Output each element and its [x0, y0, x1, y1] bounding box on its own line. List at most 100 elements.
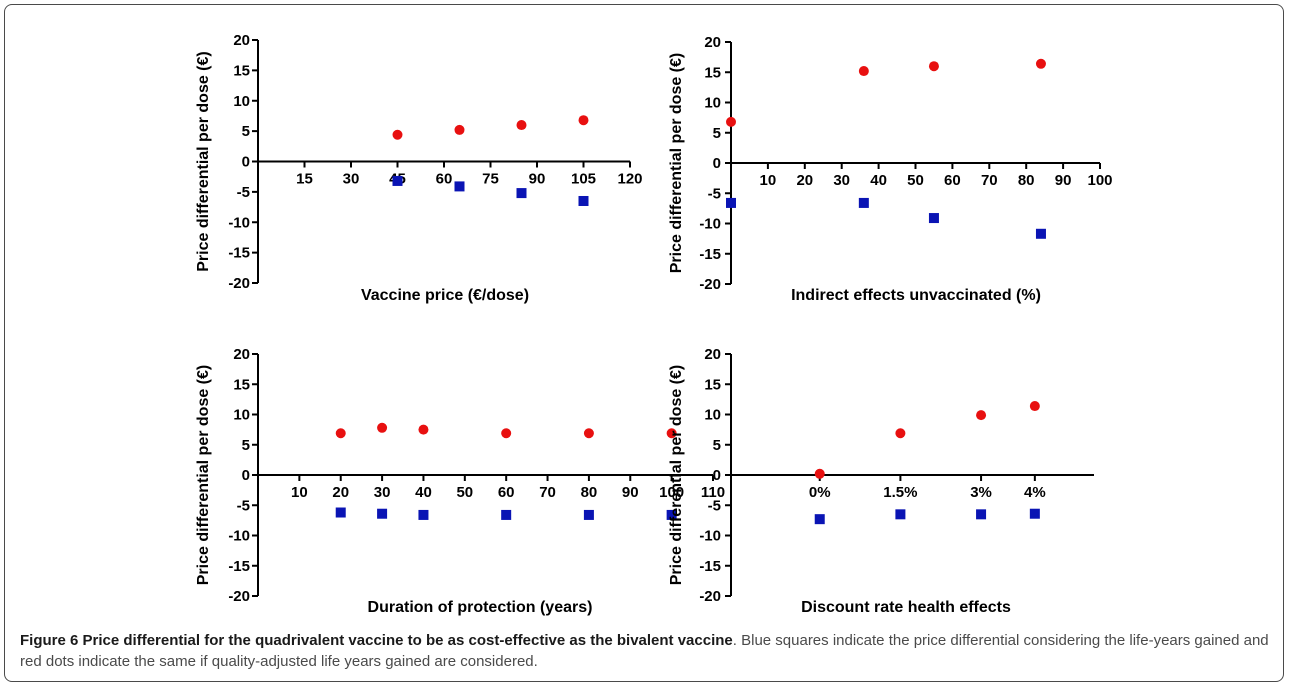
panel-1-y-tick-label: 0 [242, 154, 250, 171]
panel-1-x-axis-title: Vaccine price (€/dose) [361, 287, 529, 304]
panel-3-x-tick-label: 60 [498, 484, 515, 501]
panel-4-y-tick-label: -10 [699, 528, 721, 545]
panel-3-red-dot-qaly [583, 428, 594, 439]
panel-2-x-tick-label: 40 [870, 172, 887, 189]
panel-1-y-tick-label: 20 [233, 32, 250, 49]
panel-2-y-tick-label: -5 [708, 185, 721, 202]
panel-3-red-dot-qaly [666, 428, 677, 439]
panel-4-y-tick-label: 0 [713, 467, 721, 484]
panel-3-red-dot-qaly [335, 428, 346, 439]
panel-4-y-tick-label: -20 [699, 588, 721, 605]
panel-3-red-dot-qaly [377, 422, 388, 433]
panel-2-red-dot-qaly [858, 66, 869, 77]
panel-4-x-tick-label: 3% [970, 484, 992, 501]
panel-4-red-dot-qaly [976, 410, 987, 421]
panel-1-blue-square-life-years [516, 188, 527, 199]
panel-discount-rate: Price differential per dose (€) Discount… [668, 346, 1094, 616]
panel-3-y-tick-label: 5 [242, 437, 250, 454]
panel-3-x-tick-label: 100 [659, 484, 684, 501]
panel-2-y-tick-label: 20 [704, 34, 721, 51]
caption-text: . Blue squares indicate the price differ… [20, 632, 1269, 670]
panel-3-x-tick-label: 80 [581, 484, 598, 501]
panel-1-x-tick-label: 30 [343, 171, 360, 188]
panel-4-blue-square-life-years [1029, 508, 1040, 519]
panel-1-y-axis-title: Price differential per dose (€) [195, 51, 212, 272]
panel-1-x-tick-label: 15 [296, 171, 313, 188]
panel-1-red-dot-qaly [578, 115, 589, 126]
panel-4-y-tick-label: 10 [704, 407, 721, 424]
panel-2-x-tick-label: 80 [1018, 172, 1035, 189]
panel-3-x-tick-label: 50 [456, 484, 473, 501]
panel-3-blue-square-life-years [583, 509, 594, 520]
panel-1-red-dot-qaly [454, 124, 465, 135]
panel-3-x-tick-label: 20 [332, 484, 349, 501]
panel-3-blue-square-life-years [501, 509, 512, 520]
panel-4-blue-square-life-years [976, 509, 987, 520]
panel-2-x-tick-label: 20 [796, 172, 813, 189]
panel-1-blue-square-life-years [392, 175, 403, 186]
panel-2-x-tick-label: 70 [981, 172, 998, 189]
panel-3-y-tick-label: -10 [228, 528, 250, 545]
panel-2-y-tick-label: -20 [699, 276, 721, 293]
panel-4-y-axis-title: Price differential per dose (€) [668, 365, 685, 586]
panel-4-y-tick-label: -5 [708, 497, 721, 514]
panel-4-x-axis-title: Discount rate health effects [801, 599, 1011, 616]
panel-3-y-tick-label: 10 [233, 407, 250, 424]
panel-2-y-tick-label: 5 [713, 125, 721, 142]
panel-3-y-tick-label: 20 [233, 346, 250, 363]
panel-vaccine-price: Price differential per dose (€) Vaccine … [195, 32, 643, 304]
panel-1-y-tick-label: 5 [242, 123, 250, 140]
panel-2-y-tick-label: 10 [704, 95, 721, 112]
panel-3-y-tick-label: -15 [228, 558, 250, 575]
panel-4-x-tick-label: 0% [809, 484, 831, 501]
panel-2-blue-square-life-years [858, 197, 869, 208]
panel-4-blue-square-life-years [814, 514, 825, 525]
panel-3-y-tick-label: -20 [228, 588, 250, 605]
panel-2-red-dot-qaly [1035, 58, 1046, 69]
panel-4-blue-square-life-years [895, 509, 906, 520]
panel-3-x-tick-label: 10 [291, 484, 308, 501]
panel-2-blue-square-life-years [726, 197, 736, 208]
panel-3-blue-square-life-years [377, 508, 388, 519]
panel-3-blue-square-life-years [335, 507, 346, 518]
panel-3-x-axis-title: Duration of protection (years) [368, 599, 593, 616]
panel-2-blue-square-life-years [1035, 228, 1046, 239]
panel-2-y-tick-label: -10 [699, 216, 721, 233]
panel-2-y-axis-title: Price differential per dose (€) [668, 53, 685, 274]
panel-3-blue-square-life-years [666, 509, 677, 520]
panel-4-red-dot-qaly [1029, 401, 1040, 412]
panel-1-x-tick-label: 60 [436, 171, 453, 188]
panel-2-x-tick-label: 100 [1087, 172, 1112, 189]
panel-1-y-tick-label: -20 [228, 275, 250, 292]
panel-1-x-tick-label: 75 [482, 171, 499, 188]
panel-1-red-dot-qaly [392, 129, 403, 140]
panel-1-x-tick-label: 105 [571, 171, 596, 188]
panel-3-x-tick-label: 30 [374, 484, 391, 501]
panel-1-x-tick-label: 90 [529, 171, 546, 188]
panel-1-red-dot-qaly [516, 120, 527, 131]
panel-1-x-tick-label: 120 [617, 171, 642, 188]
panel-2-x-tick-label: 30 [833, 172, 850, 189]
panel-4-x-tick-label: 4% [1024, 484, 1046, 501]
panel-1-y-tick-label: -5 [237, 184, 250, 201]
panel-1-y-tick-label: 10 [233, 93, 250, 110]
panel-2-x-tick-label: 90 [1055, 172, 1072, 189]
panel-4-y-tick-label: 5 [713, 437, 721, 454]
panel-indirect-effects: Price differential per dose (€) Indirect… [668, 34, 1113, 304]
panel-2-y-tick-label: 0 [713, 155, 721, 172]
panel-4-x-tick-label: 1.5% [883, 484, 917, 501]
panel-3-x-tick-label: 40 [415, 484, 432, 501]
panel-1-y-tick-label: 15 [233, 62, 250, 79]
panel-2-x-axis-title: Indirect effects unvaccinated (%) [791, 287, 1041, 304]
panel-1-blue-square-life-years [454, 181, 465, 192]
panel-2-red-dot-qaly [726, 116, 736, 127]
panel-3-red-dot-qaly [501, 428, 512, 439]
panel-3-red-dot-qaly [418, 424, 429, 435]
caption-title: Price differential for the quadrivalent … [82, 632, 733, 649]
panel-3-y-tick-label: 0 [242, 467, 250, 484]
panel-1-y-tick-label: -15 [228, 245, 250, 262]
panel-3-x-tick-label: 90 [622, 484, 639, 501]
panel-duration-of-protection: Price differential per dose (€) Duration… [195, 346, 725, 616]
panel-1-y-tick-label: -10 [228, 214, 250, 231]
figure-frame [4, 4, 1284, 682]
